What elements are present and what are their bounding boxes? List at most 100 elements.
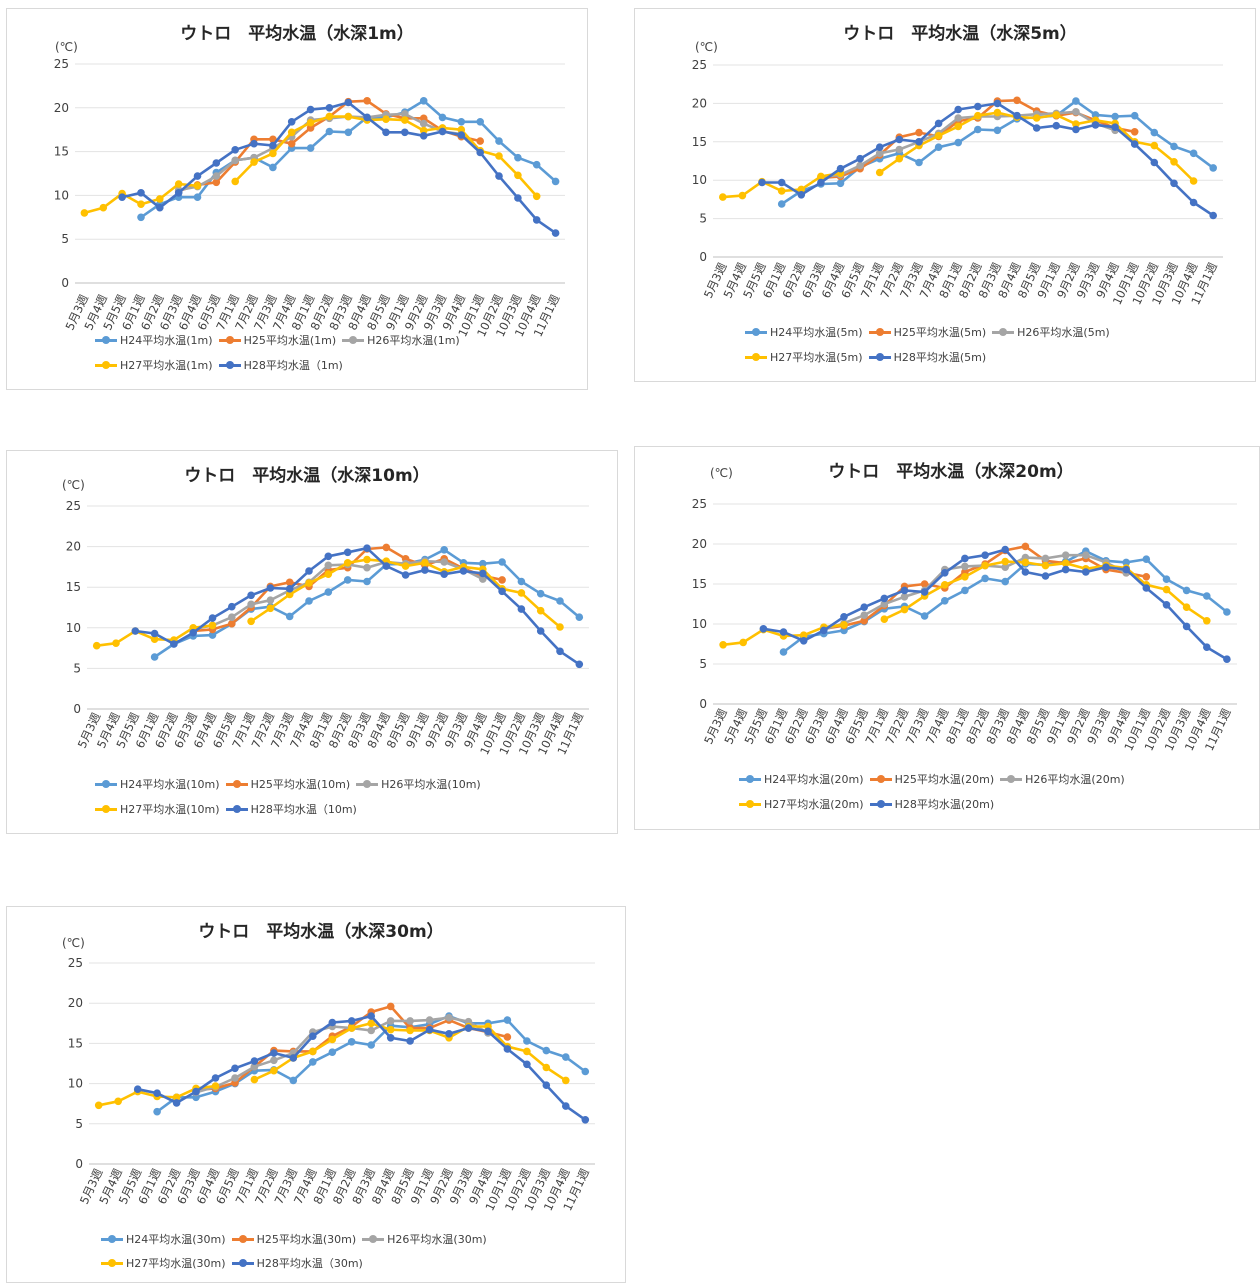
data-point: [503, 1045, 512, 1053]
data-point: [247, 591, 255, 600]
data-point: [1189, 177, 1198, 185]
data-point: [401, 128, 409, 137]
data-point: [266, 596, 275, 604]
data-point: [464, 1024, 473, 1032]
data-point: [328, 1035, 337, 1044]
legend-swatch-icon: [739, 774, 761, 784]
data-point: [1150, 128, 1159, 137]
data-point: [438, 113, 447, 122]
legend-swatch-icon: [745, 352, 767, 362]
data-point: [1061, 559, 1070, 567]
legend-label: H25平均水温(5m): [893, 326, 987, 339]
data-point: [137, 189, 145, 197]
data-point: [231, 177, 239, 186]
data-point: [758, 178, 766, 187]
y-tick-label: 15: [68, 1036, 83, 1050]
data-point: [1091, 111, 1100, 119]
legend-item: H28平均水温(5m): [868, 349, 986, 365]
legend-item: H25平均水温(5m): [868, 324, 987, 340]
data-point: [915, 138, 923, 146]
data-point: [476, 118, 485, 126]
data-point: [1223, 608, 1231, 616]
data-point: [1142, 584, 1151, 592]
data-point: [536, 606, 545, 615]
data-point: [305, 597, 313, 605]
data-point: [820, 626, 828, 635]
data-point: [895, 154, 904, 163]
data-point: [118, 193, 126, 201]
data-point: [875, 168, 884, 177]
y-tick-label: 5: [699, 657, 707, 671]
data-point: [438, 127, 447, 136]
data-point: [386, 1034, 395, 1042]
data-point: [133, 1085, 142, 1093]
data-point: [900, 605, 909, 614]
legend-item: H26平均水温(30m): [362, 1231, 487, 1247]
data-point: [954, 138, 962, 147]
series-line: [762, 548, 1229, 661]
data-point: [581, 1116, 590, 1124]
data-point: [836, 179, 845, 188]
series-line: [760, 102, 1215, 217]
data-point: [532, 160, 541, 169]
data-point: [325, 127, 334, 136]
data-point: [799, 637, 808, 645]
data-point: [269, 163, 277, 172]
data-point: [777, 178, 786, 187]
data-point: [759, 625, 768, 633]
data-point: [172, 1099, 181, 1107]
chart-title: ウトロ 平均水温（水深30m）: [198, 921, 443, 942]
data-point: [1072, 120, 1080, 128]
y-tick-label: 5: [61, 232, 69, 246]
data-point: [193, 193, 202, 201]
y-tick-label: 25: [66, 499, 81, 513]
data-point: [941, 597, 949, 605]
legend-item: H25平均水温(1m): [218, 332, 336, 348]
data-point: [343, 548, 352, 557]
data-point: [1041, 554, 1050, 563]
data-point: [228, 619, 236, 628]
y-tick-label: 25: [692, 58, 707, 72]
data-point: [269, 149, 277, 158]
data-point: [1209, 164, 1217, 172]
data-point: [581, 1067, 590, 1076]
data-point: [150, 653, 159, 661]
legend-row: H24平均水温(1m) H25平均水温(1m) H26平均水温(1m): [95, 332, 466, 348]
data-point: [347, 1017, 356, 1025]
data-point: [880, 615, 889, 623]
data-point: [285, 585, 294, 593]
data-point: [363, 113, 371, 122]
data-point: [1170, 142, 1178, 151]
legend-swatch-icon: [992, 327, 1015, 337]
legend-label: H28平均水温（10m): [250, 803, 357, 816]
data-point: [880, 600, 889, 608]
data-point: [993, 108, 1002, 117]
series-line: [120, 101, 557, 235]
legend-swatch-icon: [868, 352, 891, 362]
data-point: [425, 1016, 434, 1024]
data-point: [1162, 575, 1171, 583]
data-point: [363, 555, 371, 564]
data-point: [479, 569, 487, 578]
data-point: [250, 1075, 259, 1084]
data-point: [498, 558, 506, 566]
data-point: [324, 588, 333, 596]
data-point: [1041, 561, 1050, 570]
data-point: [1072, 97, 1080, 105]
y-tick-label: 15: [54, 145, 69, 159]
data-point: [523, 1060, 531, 1069]
data-point: [542, 1063, 551, 1072]
data-point: [287, 118, 296, 126]
data-point: [1182, 586, 1191, 595]
data-point: [211, 1074, 220, 1082]
data-point: [324, 570, 333, 578]
data-point: [532, 216, 541, 224]
data-point: [1052, 121, 1061, 130]
data-point: [1150, 141, 1159, 150]
data-point: [562, 1102, 570, 1110]
legend-item: H24平均水温(30m): [101, 1231, 226, 1247]
series-line: [822, 553, 1128, 631]
data-point: [1203, 643, 1211, 651]
data-point: [941, 569, 949, 577]
data-point: [1203, 592, 1211, 600]
